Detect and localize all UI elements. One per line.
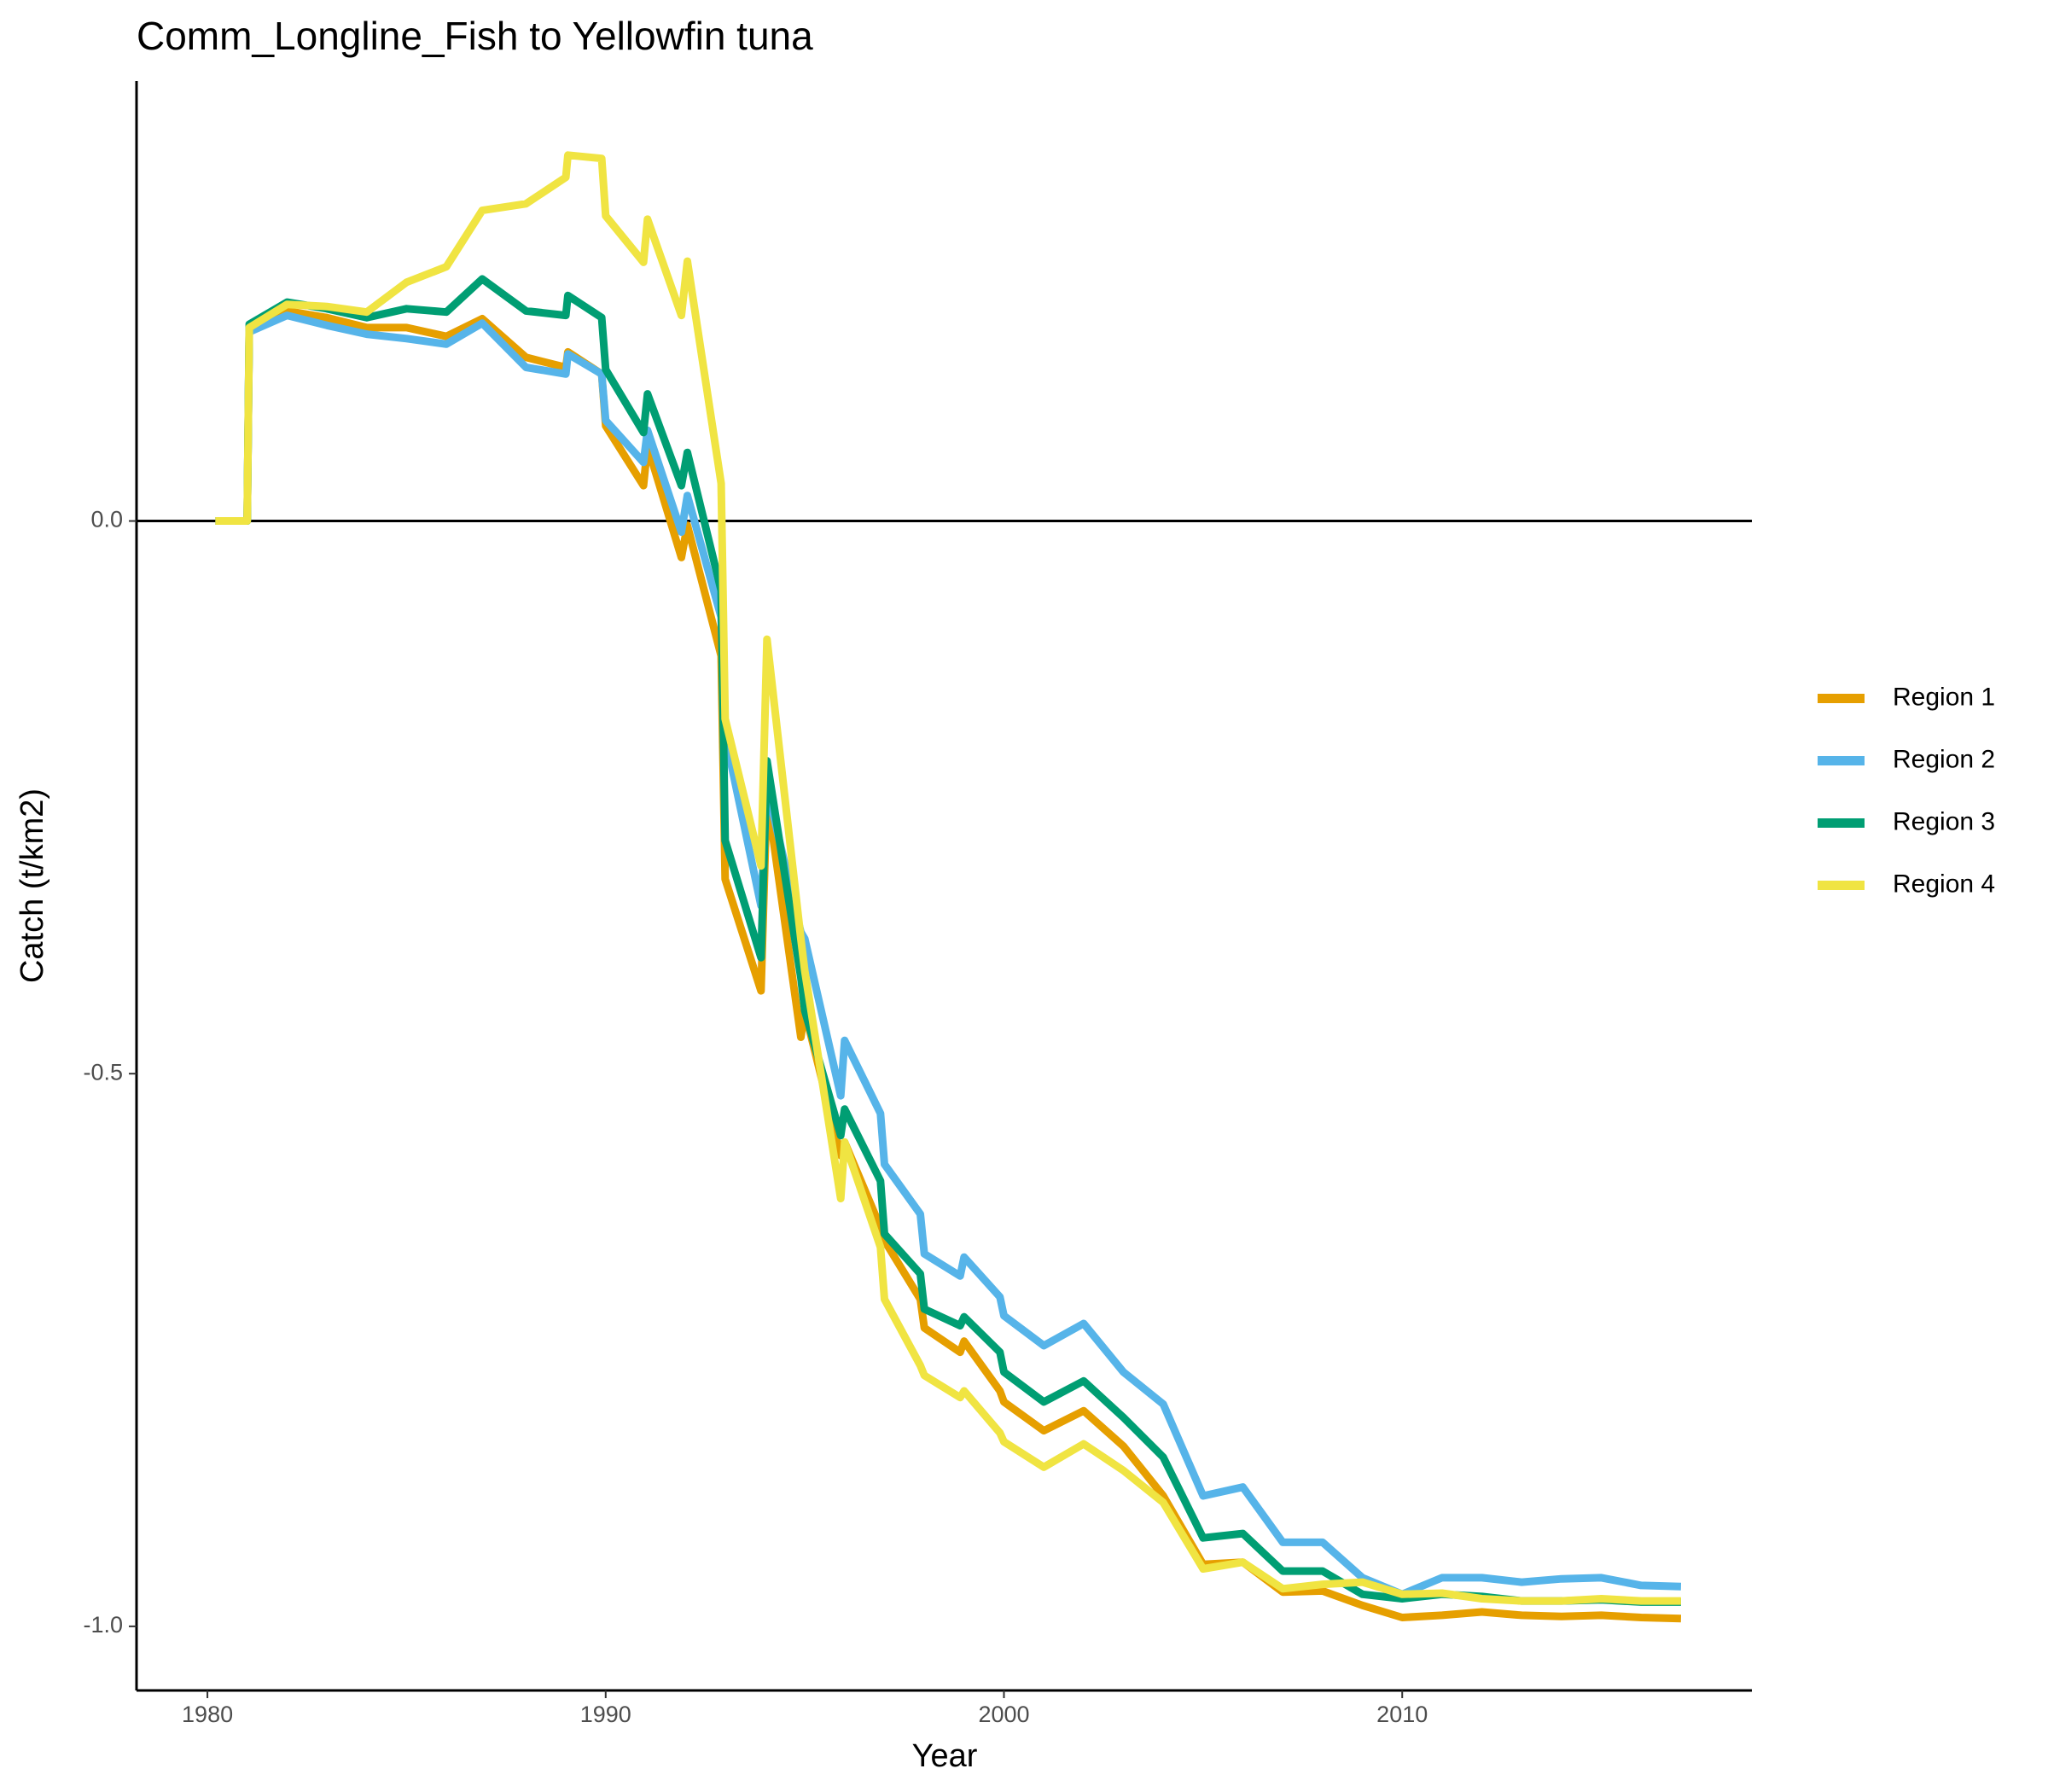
x-tick-label: 1980: [182, 1702, 233, 1727]
y-tick-label: -1.0: [83, 1612, 123, 1638]
legend-label: Region 1: [1893, 683, 1995, 711]
y-tick-label: 0.0: [90, 507, 123, 532]
series-line: [215, 151, 1681, 1605]
x-tick-label: 2000: [978, 1702, 1029, 1727]
x-tick-label: 2010: [1376, 1702, 1428, 1727]
series-line: [215, 311, 1682, 1598]
legend-label: Region 4: [1893, 870, 1995, 898]
chart-title: Comm_Longline_Fish to Yellowfin tuna: [137, 14, 813, 58]
x-axis-title: Year: [912, 1738, 978, 1774]
y-tick-label: -0.5: [83, 1059, 123, 1085]
y-axis-title: Catch (t/km2): [15, 788, 50, 983]
legend-label: Region 2: [1893, 745, 1995, 773]
legend-label: Region 3: [1893, 807, 1995, 835]
x-tick-label: 1990: [580, 1702, 631, 1727]
